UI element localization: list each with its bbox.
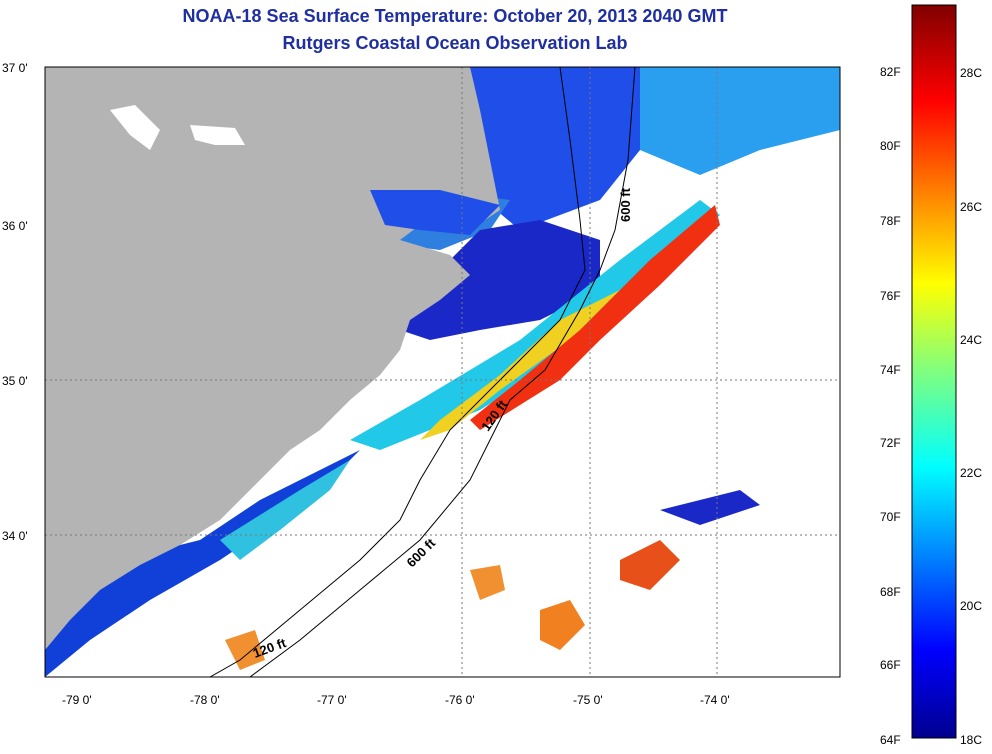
sound-inlet [370, 190, 500, 235]
sst-offshore-patch-1 [620, 540, 680, 590]
colorbar-label-f: 78F [880, 214, 901, 228]
lon-label: -79 0' [62, 693, 92, 707]
lon-label: -74 0' [700, 693, 730, 707]
colorbar-label-f: 64F [880, 733, 901, 747]
colorbar-label-c: 24C [960, 333, 982, 347]
colorbar-label-c: 18C [960, 733, 982, 747]
sst-offshore-patch-2 [540, 600, 585, 650]
lon-label: -78 0' [190, 693, 220, 707]
sst-offshore-patch-4 [660, 490, 760, 525]
sst-gulfstream-edge [350, 200, 720, 450]
lake-2 [190, 125, 245, 145]
map-frame [44, 66, 841, 678]
sst-offshore-patch-3 [470, 565, 505, 600]
colorbar-label-f: 82F [880, 65, 901, 79]
sst-southwest-warm [225, 630, 265, 670]
colorbar-label-c: 28C [960, 66, 982, 80]
lon-label: -76 0' [445, 693, 475, 707]
sst-cold-water-north [470, 67, 640, 230]
colorbar-label-f: 70F [880, 510, 901, 524]
colorbar-label-f: 74F [880, 363, 901, 377]
lake-1 [110, 105, 160, 150]
lat-label: 35 0' [2, 374, 28, 388]
colorbar-label-c: 22C [960, 466, 982, 480]
lat-label: 36 0' [2, 219, 28, 233]
sst-gulfstream-core [470, 205, 720, 430]
isobath-600ft-north [249, 67, 636, 677]
map-subtitle: Rutgers Coastal Ocean Observation Lab [282, 33, 628, 53]
map-title: NOAA-18 Sea Surface Temperature: October… [182, 6, 728, 26]
lat-label: 34 0' [2, 529, 28, 543]
colorbar-label-f: 72F [880, 436, 901, 450]
lon-label: -77 0' [317, 693, 347, 707]
isobath-120ft [209, 67, 586, 677]
lat-label: 37 0' [2, 61, 28, 75]
colorbar-label-f: 68F [880, 585, 901, 599]
colorbar-label-f: 80F [880, 139, 901, 153]
colorbar [911, 4, 957, 739]
lon-label: -75 0' [573, 693, 603, 707]
isobath-label-600-north: 600 ft [618, 187, 633, 222]
sst-coastal-south-warm [220, 460, 350, 560]
colorbar-label-f: 66F [880, 658, 901, 672]
sst-cool-water-offshore [640, 67, 840, 175]
colorbar-label-c: 26C [960, 200, 982, 214]
sst-nearshore-cool [400, 220, 600, 340]
graticule [45, 67, 840, 677]
colorbar-label-f: 76F [880, 289, 901, 303]
colorbar-label-c: 20C [960, 599, 982, 613]
